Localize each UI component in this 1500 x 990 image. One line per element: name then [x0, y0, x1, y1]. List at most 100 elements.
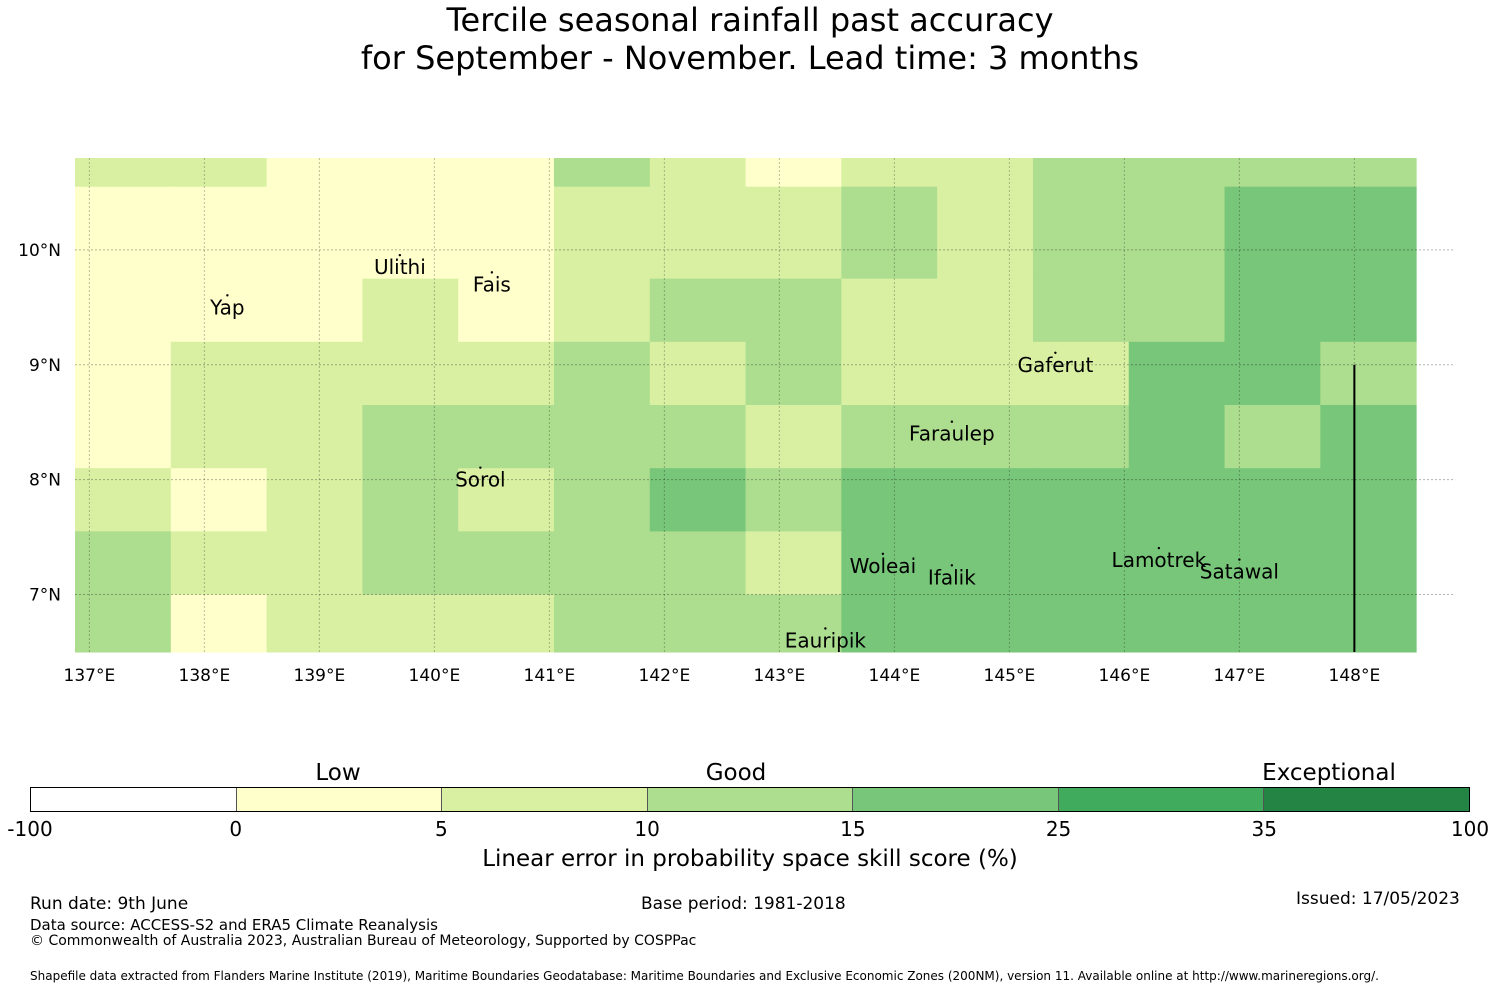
grid-cell — [266, 531, 363, 596]
island-marker — [1157, 546, 1161, 550]
latitude-tick-label: 9°N — [29, 356, 61, 376]
island-label: Satawal — [1200, 560, 1279, 584]
grid-cell — [1128, 186, 1226, 280]
grid-cell — [75, 341, 172, 406]
island-marker — [881, 552, 885, 556]
grid-cell — [266, 468, 363, 532]
grid-cell — [362, 278, 459, 343]
grid-cell — [1224, 405, 1321, 469]
grid-cell — [1224, 594, 1321, 653]
longitude-tick-label: 143°E — [754, 666, 806, 686]
grid-cell — [1320, 186, 1417, 280]
grid-cell — [937, 186, 1034, 280]
grid-cell — [458, 531, 555, 596]
grid-cell — [362, 186, 459, 280]
grid-cell — [1128, 341, 1226, 406]
grid-cell — [553, 531, 651, 596]
grid-cell — [458, 278, 555, 343]
longitude-tick-label: 142°E — [639, 666, 691, 686]
grid-cell — [170, 468, 268, 532]
grid-cell — [553, 278, 651, 343]
grid-cell — [745, 278, 842, 343]
grid-cell — [266, 278, 363, 343]
grid-cell — [745, 594, 842, 653]
longitude-tick-label: 148°E — [1329, 666, 1381, 686]
grid-cell — [745, 186, 842, 280]
grid-cell — [1032, 341, 1130, 406]
grid-cell — [1128, 158, 1226, 188]
island-marker — [1238, 558, 1241, 561]
longitude-tick-label: 147°E — [1214, 666, 1266, 686]
grid-cell — [1320, 531, 1417, 596]
grid-cell — [1032, 158, 1130, 188]
colorbar-caption-good: Good — [705, 760, 767, 786]
grid-cell — [745, 531, 842, 596]
island-marker — [226, 294, 229, 297]
colorbar-tick-label: 5 — [435, 817, 448, 841]
grid-cell — [937, 594, 1034, 653]
grid-cell — [170, 405, 268, 469]
grid-cell — [458, 158, 555, 188]
island-label: Ifalik — [928, 565, 976, 589]
grid-cell — [362, 531, 459, 596]
island-marker — [950, 420, 954, 423]
grid-cell — [937, 341, 1034, 406]
grid-cell — [553, 341, 651, 406]
colorbar-tick-label: 35 — [1251, 817, 1277, 841]
grid-cell — [1032, 594, 1130, 653]
skill-map: Yap Ulithi Fais Gaferut Faraulep Sorol Woleai I… — [18, 158, 1455, 686]
grid-cell — [362, 405, 459, 469]
latitude-tick-label: 10°N — [18, 241, 61, 261]
grid-cell — [1032, 468, 1130, 532]
grid-cell — [170, 341, 268, 406]
grid-cell — [841, 158, 938, 188]
grid-cell — [841, 341, 938, 406]
grid-cell — [553, 594, 651, 653]
grid-cell — [553, 186, 651, 280]
grid-cell — [841, 468, 938, 532]
grid-cell — [553, 158, 651, 188]
longitude-tick-label: 140°E — [409, 666, 461, 686]
map-title-line2: for September - November. Lead time: 3 m… — [360, 39, 1140, 77]
colorbar — [30, 787, 1470, 812]
grid-cell — [170, 186, 268, 280]
grid-cell — [75, 158, 172, 188]
grid-cell — [649, 158, 747, 188]
grid-cell — [1128, 531, 1226, 596]
grid-cell — [1320, 468, 1417, 532]
colorbar-tick-label: 100 — [1450, 817, 1490, 841]
longitude-tick-label: 141°E — [524, 666, 576, 686]
grid-cell — [362, 594, 459, 653]
longitude-tick-label: 139°E — [294, 666, 346, 686]
island-marker — [1054, 351, 1057, 354]
island-label: Lamotrek — [1112, 548, 1207, 572]
grid-cell — [1224, 468, 1321, 532]
latitude-tick-label: 7°N — [29, 586, 61, 606]
colorbar-segment — [442, 788, 648, 811]
grid-cell — [937, 158, 1034, 188]
base-period: Base period: 1981-2018 — [641, 894, 846, 914]
grid-cell — [1320, 594, 1417, 653]
colorbar-caption-low: Low — [315, 760, 361, 786]
longitude-tick-label: 145°E — [984, 666, 1036, 686]
grid-cell — [745, 468, 842, 532]
grid-cell — [841, 186, 938, 280]
grid-cell — [170, 158, 268, 188]
grid-cell — [458, 186, 555, 280]
longitude-tick-label: 137°E — [64, 666, 116, 686]
grid-cell — [266, 405, 363, 469]
grid-cell — [553, 405, 651, 469]
island-label: Ulithi — [374, 255, 426, 279]
grid-cell — [937, 531, 1034, 596]
island-label: Woleai — [850, 554, 917, 578]
colorbar-segment — [647, 788, 854, 811]
grid-cell — [1224, 278, 1321, 343]
grid-cell — [1032, 278, 1130, 343]
island-label: Gaferut — [1017, 353, 1093, 377]
grid-cell — [1128, 278, 1226, 343]
grid-cell — [745, 405, 842, 469]
island-marker — [479, 466, 482, 469]
island-label: Fais — [473, 272, 511, 296]
grid-cell — [1320, 341, 1417, 406]
grid-cell — [841, 594, 938, 653]
